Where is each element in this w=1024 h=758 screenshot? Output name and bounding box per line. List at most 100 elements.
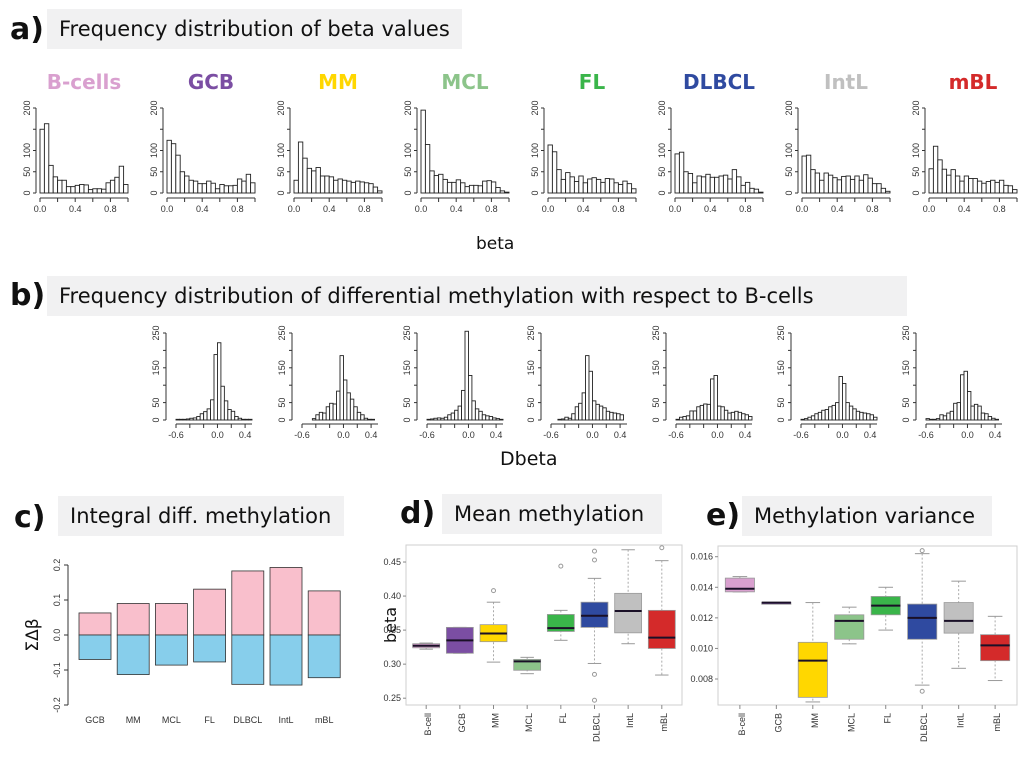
outlier-point <box>919 548 925 554</box>
y-tick-label: 0.014 <box>690 582 713 592</box>
outlier-point <box>491 588 497 594</box>
box-mBL <box>647 545 676 676</box>
outlier-point <box>591 557 597 563</box>
x-tick-label: 0.8 <box>739 204 752 214</box>
box-B-cell <box>412 642 441 650</box>
y-tick-label: 100 <box>911 143 921 158</box>
panel-a-group-title: IntL <box>824 70 868 94</box>
x-tick-label: MM <box>810 713 820 728</box>
histogram-bar <box>83 184 89 194</box>
y-tick-label: 0.008 <box>690 674 713 684</box>
box-body <box>834 614 865 640</box>
x-tick-label: MCL <box>846 713 856 732</box>
x-tick-label: 0.4 <box>614 430 627 440</box>
box-FL <box>870 586 901 631</box>
x-tick-label: 0.0 <box>337 430 350 440</box>
y-tick-label: 100 <box>530 143 540 158</box>
x-tick-label: 0.4 <box>704 204 717 214</box>
box-body <box>907 603 938 640</box>
x-tick-label: GCB <box>85 715 105 725</box>
y-tick-label: 50 <box>784 167 794 177</box>
panel-e-letter: e) <box>706 498 741 533</box>
x-tick-label: 0.0 <box>288 204 301 214</box>
histogram-bar <box>424 144 431 194</box>
y-tick-label: 100 <box>149 143 159 158</box>
y-tick-label: 250 <box>651 325 661 340</box>
panel-c-title: Integral diff. methylation <box>58 496 344 536</box>
y-tick-label: 200 <box>276 100 286 115</box>
histogram-bar <box>631 188 637 194</box>
panel-d-letter: d) <box>400 496 436 531</box>
bar-negative <box>307 634 341 679</box>
outlier-point <box>659 545 665 551</box>
histogram-bar <box>744 181 751 194</box>
y-tick-label: 250 <box>151 325 161 340</box>
panel-a-xlabel: beta <box>476 234 515 254</box>
y-tick-label: -0.1 <box>52 662 62 678</box>
x-tick-label: MCL <box>162 715 181 725</box>
x-tick-label: DLBCL <box>919 713 929 742</box>
x-tick-label: IntL <box>956 713 966 728</box>
y-tick-label: 0 <box>151 417 161 422</box>
box-body <box>580 601 609 628</box>
outlier-point <box>591 548 597 554</box>
histogram-MM: 0 50 100 200 0.0 0.4 0.8 <box>276 100 383 214</box>
y-tick-label: 150 <box>151 360 161 375</box>
y-tick-label: 150 <box>277 360 287 375</box>
y-tick-label: 0 <box>651 417 661 422</box>
box-body <box>647 609 676 649</box>
x-tick-label: 0.4 <box>989 430 1002 440</box>
outlier-point <box>591 697 597 703</box>
y-tick-label: 200 <box>403 100 413 115</box>
box-body <box>980 634 1011 662</box>
x-tick-label: 0.8 <box>358 204 371 214</box>
x-tick-label: GCB <box>773 713 783 733</box>
y-tick-label: 50 <box>651 398 661 408</box>
y-tick-label: 50 <box>403 167 413 177</box>
panel-a-group-title: mBL <box>948 70 998 94</box>
y-tick-label: 150 <box>901 360 911 375</box>
box-body <box>943 602 974 634</box>
histogram-bar <box>370 418 375 421</box>
x-tick-label: 0.0 <box>586 430 599 440</box>
histogram-bar <box>248 418 253 421</box>
diff-histogram-MCL: 0 50 150 250 -0.6 0.0 0.4 <box>402 325 504 440</box>
y-tick-label: 50 <box>149 167 159 177</box>
y-tick-label: 50 <box>776 398 786 408</box>
box-body <box>797 641 828 698</box>
x-tick-label: 0.4 <box>196 204 209 214</box>
x-tick-label: 0.4 <box>323 204 336 214</box>
diff-histogram-FL: 0 50 150 250 -0.6 0.0 0.4 <box>526 325 627 440</box>
histogram-bar <box>504 191 510 194</box>
histogram-bar <box>495 187 501 194</box>
x-tick-label: -0.6 <box>793 430 809 440</box>
histogram-bar <box>43 123 50 194</box>
y-tick-label: 200 <box>149 100 159 115</box>
diff-histogram-GCB: 0 50 150 250 -0.6 0.0 0.4 <box>151 325 253 440</box>
y-tick-label: 50 <box>277 398 287 408</box>
x-tick-label: 0.0 <box>711 430 724 440</box>
y-tick-label: 0 <box>149 190 159 195</box>
diff-histogram-MM: 0 50 150 250 -0.6 0.0 0.4 <box>277 325 378 440</box>
y-tick-label: 50 <box>22 167 32 177</box>
y-tick-label: 0 <box>22 190 32 195</box>
x-tick-label: B-cell <box>423 713 433 736</box>
histogram-bar <box>588 370 593 421</box>
panel-a-group-title: GCB <box>187 70 235 94</box>
diff-histogram-mBL: 0 50 150 250 -0.6 0.0 0.4 <box>901 325 1002 440</box>
histogram-bar <box>619 414 624 421</box>
box-GCB <box>445 626 474 654</box>
box-MM <box>797 602 828 703</box>
panel-a-group-title: B-cells <box>46 70 122 94</box>
x-tick-label: 0.0 <box>796 204 809 214</box>
panel-c-letter: c) <box>14 500 46 535</box>
box-body <box>614 592 643 634</box>
x-tick-label: -0.6 <box>543 430 559 440</box>
y-tick-label: 0 <box>776 417 786 422</box>
histogram-bar <box>994 418 999 421</box>
histogram-bar <box>880 187 887 194</box>
histogram-bar <box>123 184 129 194</box>
histogram-bar <box>499 418 504 421</box>
histogram-mBL: 0 50 100 200 0.0 0.4 0.8 <box>911 100 1018 214</box>
